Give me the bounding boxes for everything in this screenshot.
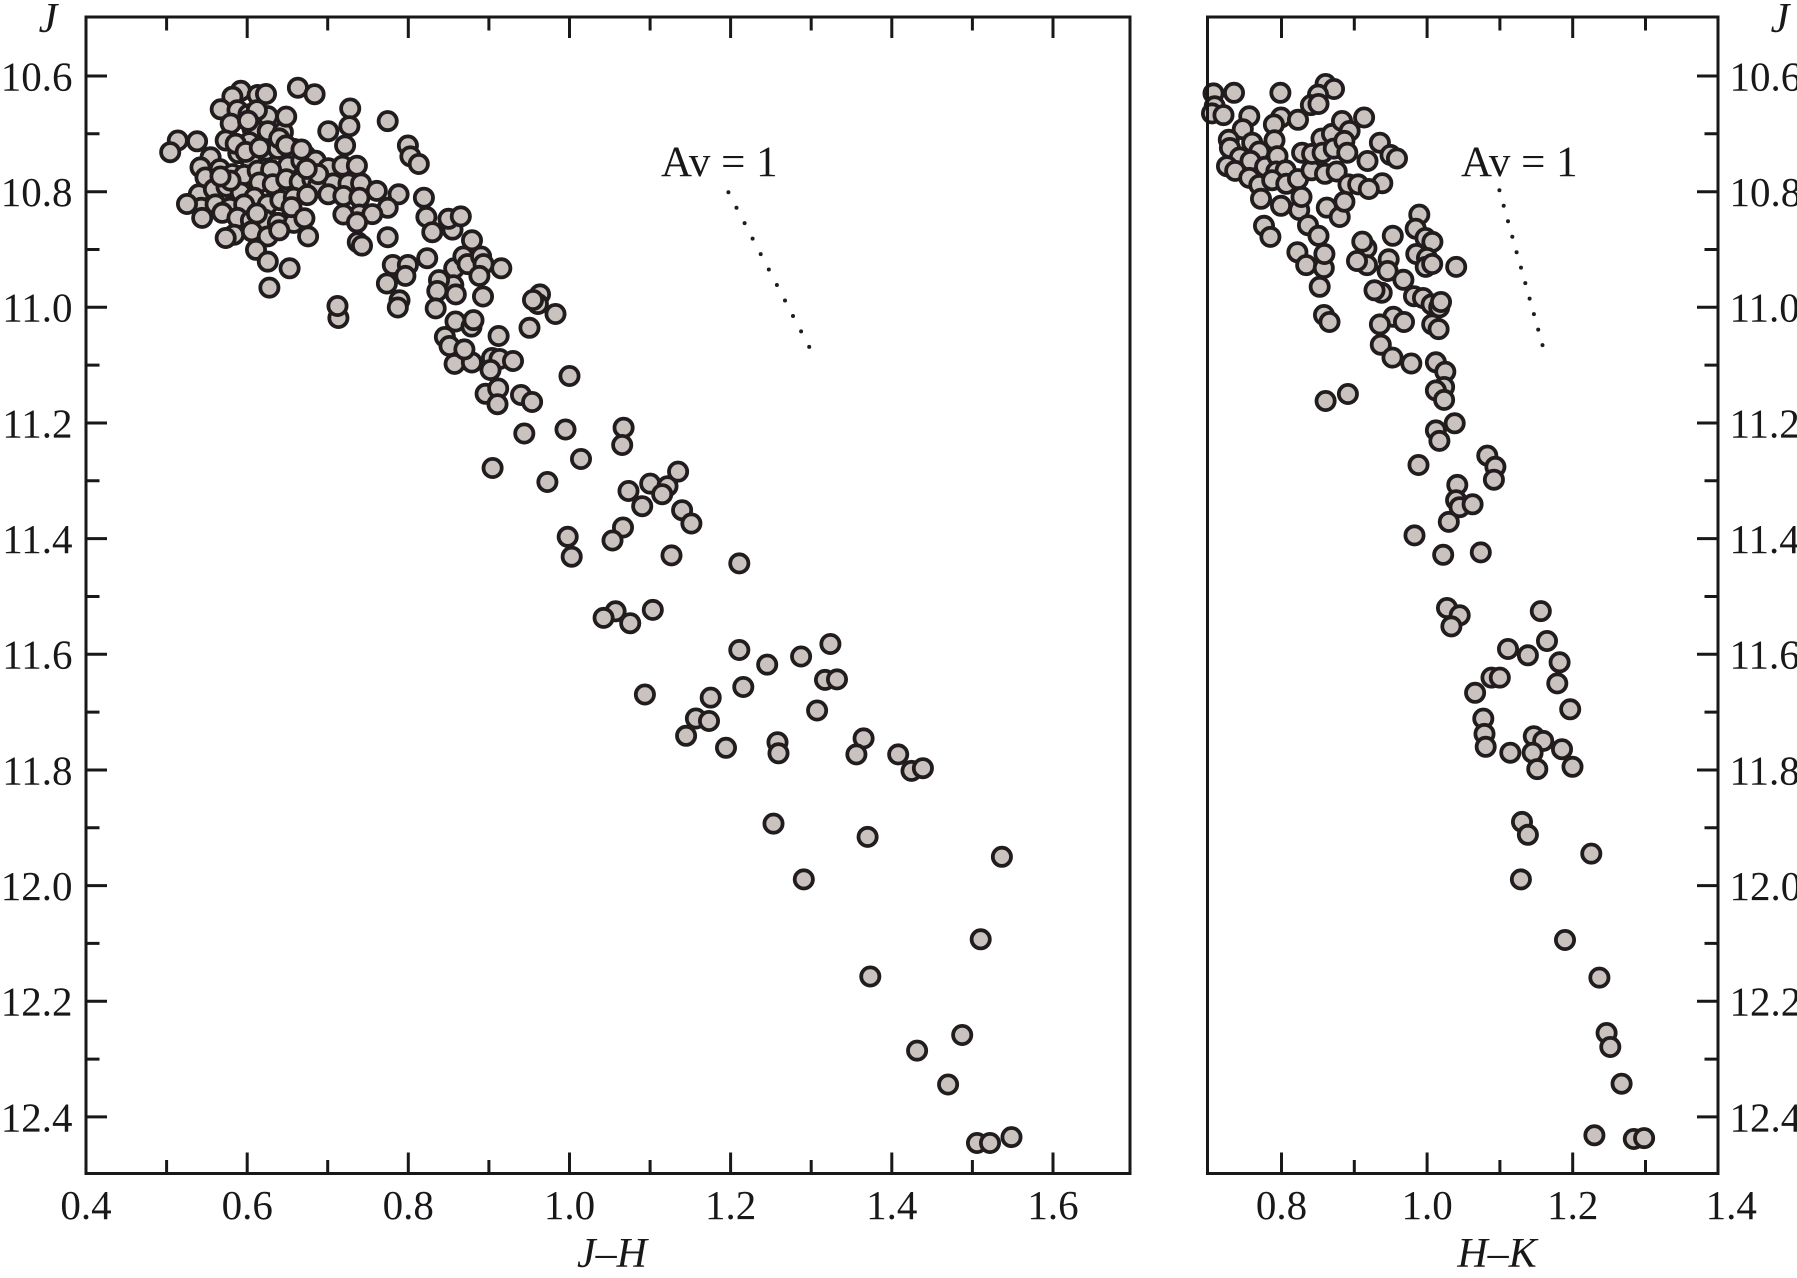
svg-text:10.6: 10.6 <box>1 53 73 99</box>
svg-text:11.8: 11.8 <box>2 747 72 793</box>
svg-text:12.0: 12.0 <box>1730 863 1797 909</box>
svg-text:1.4: 1.4 <box>866 1182 917 1228</box>
svg-text:1.0: 1.0 <box>544 1182 595 1228</box>
svg-text:11.2: 11.2 <box>1730 400 1797 446</box>
svg-text:11.2: 11.2 <box>2 400 72 446</box>
svg-text:Av = 1: Av = 1 <box>1461 139 1578 186</box>
svg-text:J–H: J–H <box>577 1231 650 1277</box>
svg-text:12.4: 12.4 <box>1730 1094 1797 1140</box>
svg-text:0.4: 0.4 <box>60 1182 111 1228</box>
svg-text:11.0: 11.0 <box>1730 285 1797 331</box>
svg-text:1.4: 1.4 <box>1706 1182 1757 1228</box>
svg-text:H–K: H–K <box>1456 1231 1538 1277</box>
svg-text:J: J <box>1771 0 1792 42</box>
svg-text:11.6: 11.6 <box>1730 632 1797 678</box>
svg-text:11.8: 11.8 <box>1730 747 1797 793</box>
svg-text:1.0: 1.0 <box>1401 1182 1452 1228</box>
svg-text:11.0: 11.0 <box>2 285 72 331</box>
svg-text:11.4: 11.4 <box>1730 516 1797 562</box>
svg-text:1.2: 1.2 <box>705 1182 756 1228</box>
svg-text:0.6: 0.6 <box>222 1182 273 1228</box>
svg-text:10.8: 10.8 <box>1730 169 1797 215</box>
svg-text:12.2: 12.2 <box>1 979 73 1025</box>
svg-text:0.8: 0.8 <box>1256 1182 1307 1228</box>
svg-text:0.8: 0.8 <box>383 1182 434 1228</box>
svg-text:J: J <box>39 0 60 42</box>
svg-text:11.4: 11.4 <box>2 516 72 562</box>
svg-text:12.0: 12.0 <box>1 863 73 909</box>
svg-text:10.6: 10.6 <box>1730 53 1797 99</box>
svg-text:12.4: 12.4 <box>1 1094 73 1140</box>
svg-text:Av = 1: Av = 1 <box>661 139 778 186</box>
svg-text:1.6: 1.6 <box>1027 1182 1078 1228</box>
svg-text:11.6: 11.6 <box>2 632 72 678</box>
svg-text:1.2: 1.2 <box>1547 1182 1598 1228</box>
svg-text:12.2: 12.2 <box>1730 979 1797 1025</box>
svg-text:10.8: 10.8 <box>1 169 73 215</box>
